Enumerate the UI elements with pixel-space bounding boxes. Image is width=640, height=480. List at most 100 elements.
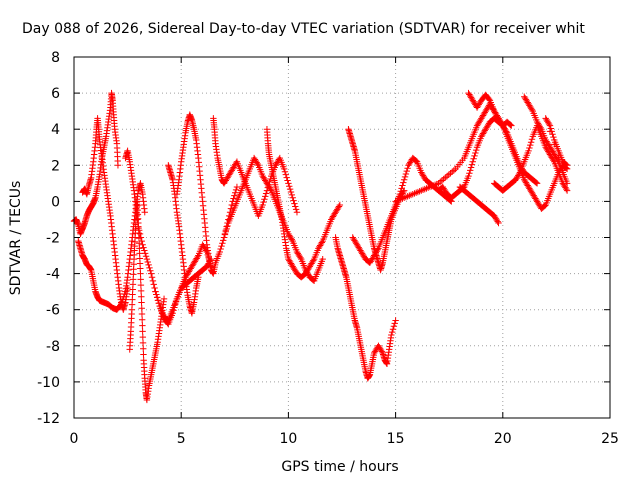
data-point [138,293,145,300]
data-point [283,174,290,181]
y-tick-label: -12 [37,411,60,427]
data-point [289,194,296,201]
series-track-1 [70,89,122,238]
data-point [400,176,408,183]
y-tick-label: 2 [51,158,60,174]
data-point [194,253,201,261]
data-point [286,183,293,190]
data-point [526,144,533,152]
y-tick-label: 8 [51,50,60,66]
data-point [208,255,215,263]
x-tick-label: 15 [387,431,405,447]
data-point [147,270,155,277]
data-point [114,162,122,169]
data-point [160,295,168,303]
data-point [397,188,404,195]
x-tick-label: 25 [601,431,619,447]
y-tick-label: 4 [51,122,60,138]
data-point [220,237,227,244]
y-tick-label: -2 [46,231,60,247]
data-point [282,171,290,178]
data-point [230,195,237,202]
data-point [147,267,154,274]
data-point [285,180,292,187]
y-axis-label: SDTVAR / TECUs [8,181,24,296]
data-point [472,149,479,157]
axis-ticks: 0 5 10 15 20 25 -12 -10 -8 -6 -4 -2 0 2 4 6 8 [37,50,619,447]
data-point [217,245,224,253]
data-point [473,146,480,154]
data-point [508,122,515,129]
data-point [389,325,397,333]
data-point [139,241,146,248]
data-point [139,322,146,329]
data-point [545,120,553,128]
data-point [150,281,157,288]
data-point [292,206,300,213]
data-point [548,128,555,135]
data-point [267,175,274,183]
data-point [310,257,317,264]
data-point [378,348,386,355]
data-point [149,277,157,285]
data-point [218,242,225,250]
data-point [336,201,344,209]
data-point [146,264,153,272]
data-point [533,180,541,187]
data-point [259,201,266,209]
data-point [262,190,270,197]
data-point [267,185,274,193]
data-point [140,345,147,352]
data-point [391,320,398,327]
x-tick-label: 0 [70,431,79,447]
data-point [546,122,554,129]
x-axis-label: GPS time / hours [281,459,398,475]
data-point [261,196,268,203]
data-point [140,351,147,358]
data-point [220,234,228,241]
data-point [468,161,476,168]
data-point [396,190,404,198]
data-point [281,168,289,175]
data-point [136,230,144,238]
data-point [138,237,145,245]
data-point [467,164,475,171]
data-point [135,223,142,230]
data-point [260,198,267,206]
data-point [335,203,343,210]
data-point [262,193,269,200]
data-point [528,106,536,113]
data-point [507,121,514,129]
data-point [145,261,152,269]
y-tick-label: -4 [46,267,60,283]
data-point [138,299,145,306]
data-point [286,185,294,193]
data-point [137,270,144,277]
data-point [563,161,570,168]
x-tick-label: 10 [279,431,297,447]
data-point [533,179,540,186]
chart-title: Day 088 of 2026, Sidereal Day-to-day VTE… [22,21,585,37]
y-tick-label: 6 [51,86,60,102]
data-point [401,173,409,181]
data-point [141,209,148,216]
data-point [148,274,156,281]
data-point [549,131,556,138]
data-point [563,185,570,193]
y-tick-label: -10 [37,375,60,391]
data-point [318,239,326,246]
data-marks [70,89,571,404]
data-point [469,158,476,165]
data-point [138,305,145,312]
data-point [527,138,535,146]
data-point [498,120,506,128]
data-point [224,222,231,230]
data-point [222,228,229,235]
data-point [291,200,298,207]
y-tick-label: -8 [46,339,60,355]
data-point [527,141,534,149]
data-point [403,167,410,175]
data-point [465,172,472,180]
series-track-17 [456,183,502,227]
